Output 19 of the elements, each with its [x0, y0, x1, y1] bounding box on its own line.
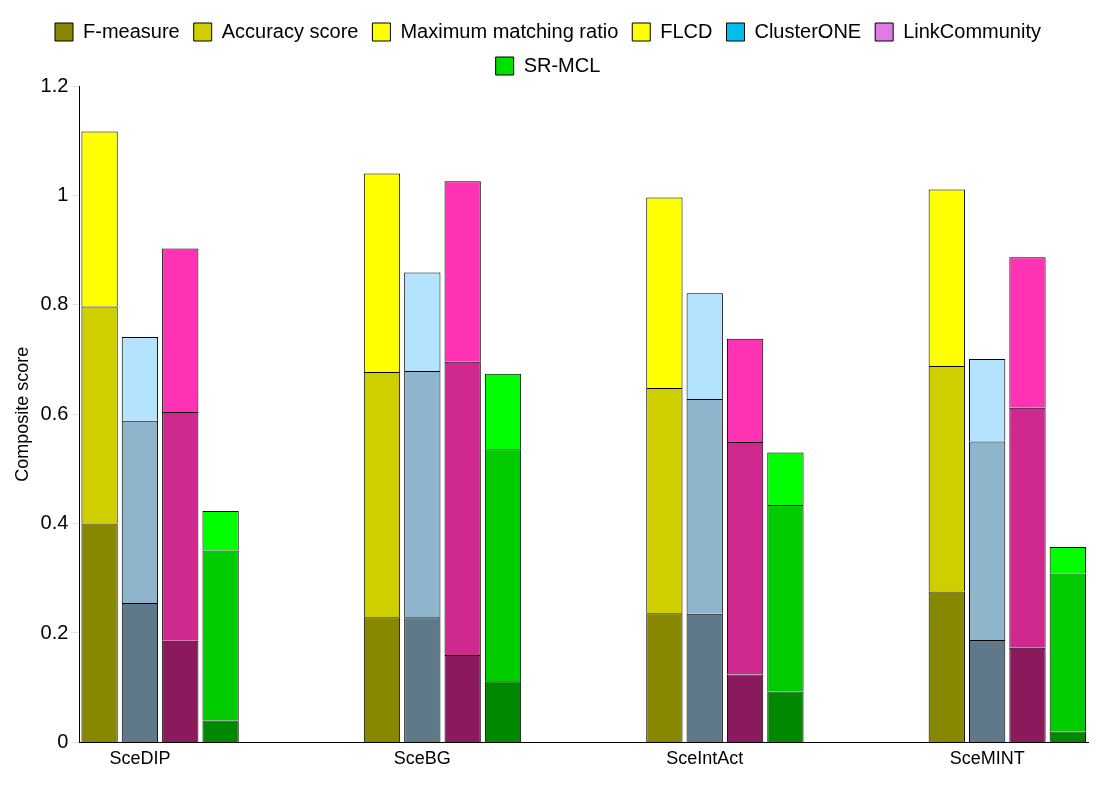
legend-label: ClusterONE	[754, 19, 862, 42]
x-tick-label: SceMINT	[949, 748, 1025, 769]
y-tick-label: 0	[57, 729, 69, 752]
legend-label: LinkCommunity	[903, 19, 1041, 42]
y-tick-label: 0.8	[40, 292, 69, 315]
legend-label: SR-MCL	[523, 53, 601, 76]
y-axis-title: Composite score	[11, 346, 32, 482]
legend-label: FLCD	[660, 19, 713, 42]
y-tick-label: 1	[57, 182, 69, 205]
legend-label: F-measure	[83, 19, 180, 42]
legend-label: Maximum matching ratio	[400, 19, 619, 42]
x-tick-label: SceIntAct	[666, 748, 744, 769]
x-tick-label: SceDIP	[109, 748, 171, 769]
x-tick-label: SceBG	[393, 748, 451, 769]
legend-label: Accuracy score	[221, 19, 359, 42]
y-tick-label: 0.6	[40, 401, 69, 424]
y-tick-label: 0.2	[40, 620, 69, 643]
y-tick-label: 0.4	[40, 511, 69, 534]
y-tick-label: 1.2	[40, 73, 69, 96]
